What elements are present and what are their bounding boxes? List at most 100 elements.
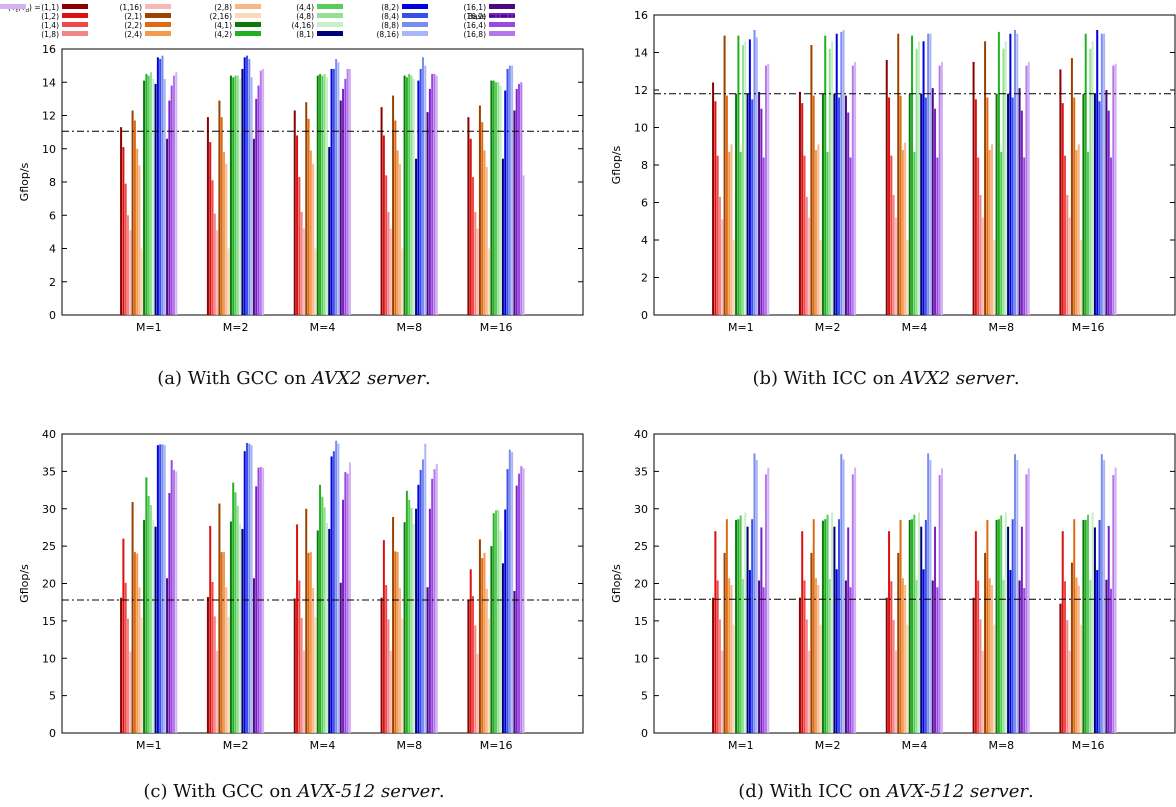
bar [481,122,484,316]
bar [211,582,214,733]
bar [431,73,434,315]
y-tick-label: 2 [641,272,648,285]
bar [1093,527,1096,733]
y-tick-label: 16 [634,9,648,22]
y-tick-label: 16 [42,43,56,56]
legend-label: (4,4) [296,3,314,12]
bar [723,552,726,733]
y-axis-label: Gflop/s [18,162,31,201]
bar [1100,33,1103,315]
bar [511,65,514,316]
bar [890,155,893,316]
bar [209,525,212,733]
bar [408,499,411,733]
bar [492,513,495,733]
bar [138,587,141,733]
bar [518,473,521,733]
bar [490,80,493,315]
bar [1020,526,1023,733]
bar [940,61,943,316]
bar [981,650,984,733]
bar [483,150,486,315]
bar [154,83,157,315]
bar [394,120,397,316]
y-tick-label: 10 [42,143,56,156]
bar [239,78,242,316]
legend-label: (1,2) [41,12,59,21]
bar [218,503,221,733]
legend-swatch [489,4,515,9]
bar [405,77,408,315]
bar [296,524,299,733]
x-tick-label: M=2 [815,739,841,752]
bar [1070,58,1073,316]
bar [415,158,418,315]
bar [1112,475,1115,733]
bar [730,585,733,733]
bar [1080,624,1083,733]
bar [824,35,827,316]
bar [815,578,818,733]
bar [913,514,916,733]
bar [481,558,484,733]
bar [842,459,845,733]
legend-swatch [317,31,343,36]
bar [225,163,228,315]
bar [120,597,123,733]
bar [753,453,756,733]
bar [396,552,399,733]
legend-swatch [0,4,26,9]
legend-swatch [402,4,428,9]
bar [758,91,761,316]
legend-label: (8,8) [381,21,399,30]
y-tick-label: 6 [641,197,648,210]
bar [1073,97,1076,315]
bar [319,73,322,315]
bar [149,72,152,315]
bar [206,117,209,315]
bar [469,138,472,315]
legend-label: (2,8) [214,3,232,12]
bar [398,163,401,315]
bar [412,523,415,733]
bar [495,82,498,315]
bar [172,469,175,733]
bar [737,35,740,316]
bar [885,60,888,315]
bar [835,569,838,733]
bar [143,80,146,315]
bar [1061,103,1064,316]
bar [1084,33,1087,315]
bar [483,552,486,733]
bar [824,519,827,733]
bar [323,507,326,733]
bar [337,443,340,733]
bar [497,510,500,733]
bar [732,624,735,733]
bar [508,65,511,316]
bar [166,578,169,733]
bar [1013,30,1016,315]
bar [332,451,335,733]
legend-swatch [62,22,88,27]
bar [412,78,415,316]
bar [218,100,221,315]
bar [844,580,847,733]
bar [908,519,911,733]
bar [929,460,932,733]
y-tick-label: 35 [634,465,648,478]
bar [760,527,763,733]
y-tick-label: 0 [641,309,648,322]
bar [152,519,155,733]
bar [229,521,232,733]
bar [163,78,166,316]
bar [1059,69,1062,316]
y-tick-label: 5 [49,690,56,703]
bar [172,75,175,315]
bar [520,466,523,733]
bar [988,578,991,733]
bar [1016,460,1019,733]
bar [236,75,239,315]
bar [330,456,333,733]
bar [424,65,427,316]
